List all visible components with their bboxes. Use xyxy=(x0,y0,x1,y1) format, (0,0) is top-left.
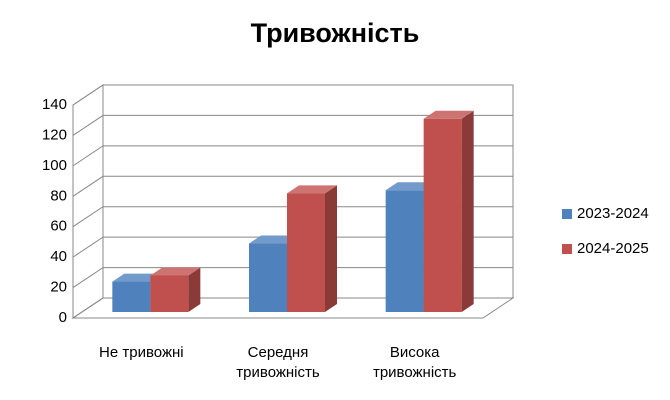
y-tick-label: 0 xyxy=(59,309,67,326)
grid-line xyxy=(72,297,513,319)
legend-label: 2024-2025 xyxy=(577,240,649,257)
bar xyxy=(423,118,462,313)
grid-line xyxy=(72,175,513,197)
grid-line xyxy=(72,114,513,136)
x-tick-label: Середня тривожність xyxy=(236,344,320,381)
bar-top xyxy=(287,185,337,194)
legend-label: 2023-2024 xyxy=(577,205,649,222)
legend-swatch xyxy=(562,209,572,219)
bar-side xyxy=(325,185,337,312)
y-tick-label: 80 xyxy=(50,187,67,204)
y-tick-label: 60 xyxy=(50,218,67,235)
y-tick-label: 20 xyxy=(50,279,67,296)
x-tick-label: Не тривожні xyxy=(99,344,184,361)
bar xyxy=(249,243,287,312)
bar xyxy=(150,275,189,312)
bar-side xyxy=(461,110,474,313)
y-tick-label: 140 xyxy=(42,96,67,113)
bar-top xyxy=(385,182,436,191)
grid-line xyxy=(72,267,513,288)
y-tick-label: 100 xyxy=(42,157,67,174)
bar-side xyxy=(188,267,201,312)
bar-top xyxy=(423,110,474,119)
grid-line xyxy=(72,236,513,258)
y-tick-label: 120 xyxy=(42,126,67,143)
bar-top xyxy=(249,235,299,244)
bar xyxy=(385,190,424,312)
bar-top xyxy=(112,273,163,282)
chart-title: Тривожність xyxy=(251,18,420,48)
grid-line xyxy=(72,145,513,167)
bar xyxy=(112,281,151,312)
grid-line xyxy=(72,206,513,228)
legend-swatch xyxy=(562,244,572,254)
x-tick-label: Висока тривожність xyxy=(372,344,457,381)
grid-line xyxy=(72,84,513,106)
y-tick-label: 40 xyxy=(50,248,67,265)
bar-top xyxy=(150,267,201,276)
bar xyxy=(287,193,325,312)
side-wall xyxy=(72,84,104,319)
